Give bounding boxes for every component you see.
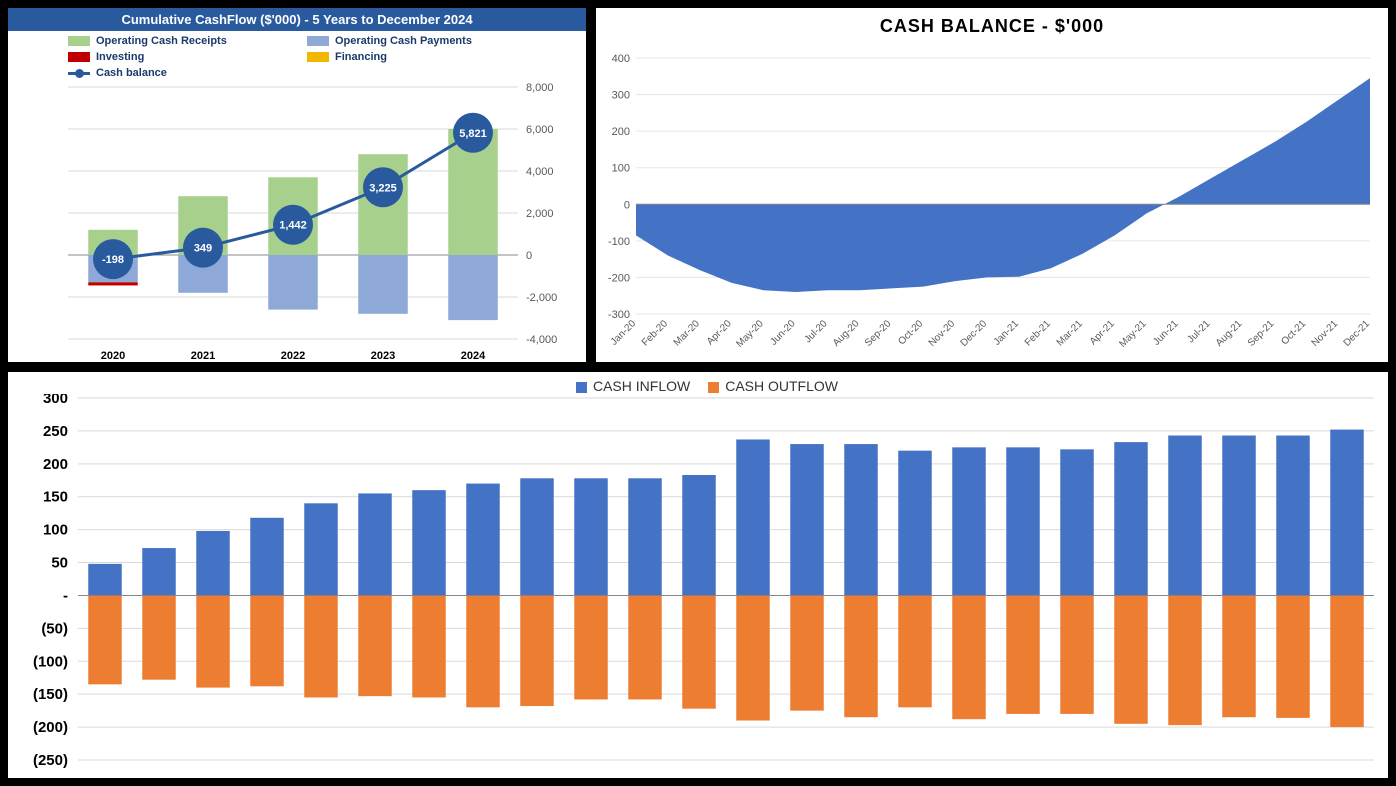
svg-text:349: 349 bbox=[194, 243, 212, 255]
svg-text:2021: 2021 bbox=[191, 350, 215, 362]
svg-text:(150): (150) bbox=[33, 686, 68, 703]
svg-text:Jul-21: Jul-21 bbox=[1186, 318, 1213, 345]
svg-text:Feb-21: Feb-21 bbox=[1023, 318, 1053, 348]
svg-text:100: 100 bbox=[43, 522, 68, 539]
svg-text:(100): (100) bbox=[33, 653, 68, 670]
cumulative-cashflow-chart: Cumulative CashFlow ($'000) - 5 Years to… bbox=[6, 6, 588, 364]
legend-swatch bbox=[576, 382, 587, 393]
legend-item: Financing bbox=[307, 51, 546, 63]
svg-text:0: 0 bbox=[526, 250, 532, 262]
svg-text:-198: -198 bbox=[102, 254, 124, 266]
svg-text:Jan-21: Jan-21 bbox=[992, 318, 1022, 348]
svg-text:Apr-20: Apr-20 bbox=[705, 318, 734, 347]
inflow-outflow-bar-chart: CASH INFLOW CASH OUTFLOW 300 250 200 150 100 5… bbox=[6, 370, 1390, 780]
chart3-plot: 300 250 200 150 100 50 - (50) (100) (150) (200) (25… bbox=[8, 394, 1388, 774]
svg-text:4,000: 4,000 bbox=[526, 166, 554, 178]
svg-text:400: 400 bbox=[612, 53, 630, 65]
svg-text:Jul-20: Jul-20 bbox=[803, 318, 830, 345]
svg-text:-200: -200 bbox=[608, 272, 630, 284]
svg-text:2024: 2024 bbox=[461, 350, 486, 362]
svg-text:Jan-20: Jan-20 bbox=[609, 318, 639, 348]
svg-text:3,225: 3,225 bbox=[369, 182, 397, 194]
svg-text:May-20: May-20 bbox=[734, 318, 766, 350]
svg-text:2023: 2023 bbox=[371, 350, 395, 362]
svg-text:CASH BALANCE - $'000: CASH BALANCE - $'000 bbox=[880, 16, 1104, 36]
svg-text:(200): (200) bbox=[33, 719, 68, 736]
svg-text:Mar-20: Mar-20 bbox=[672, 318, 702, 348]
svg-text:Jun-21: Jun-21 bbox=[1151, 318, 1181, 348]
svg-text:5,821: 5,821 bbox=[459, 128, 487, 140]
svg-text:Sep-21: Sep-21 bbox=[1246, 318, 1277, 349]
svg-text:(250): (250) bbox=[33, 752, 68, 769]
svg-text:Feb-20: Feb-20 bbox=[640, 318, 670, 348]
svg-text:-100: -100 bbox=[608, 236, 630, 248]
dashboard: Cumulative CashFlow ($'000) - 5 Years to… bbox=[0, 0, 1396, 786]
svg-text:250: 250 bbox=[43, 423, 68, 440]
svg-text:50: 50 bbox=[51, 555, 68, 572]
svg-text:6,000: 6,000 bbox=[526, 124, 554, 136]
legend-item: Operating Cash Payments bbox=[307, 35, 546, 47]
svg-text:-300: -300 bbox=[608, 309, 630, 321]
svg-text:2,000: 2,000 bbox=[526, 208, 554, 220]
legend-item: Operating Cash Receipts bbox=[68, 35, 307, 47]
svg-text:300: 300 bbox=[612, 90, 630, 102]
cash-balance-area-chart: CASH BALANCE - $'000 -300 -200 -100 0 100 200 3… bbox=[594, 6, 1390, 364]
svg-text:Oct-21: Oct-21 bbox=[1279, 318, 1308, 347]
svg-text:0: 0 bbox=[624, 199, 630, 211]
svg-text:Dec-21: Dec-21 bbox=[1342, 318, 1373, 349]
svg-text:May-21: May-21 bbox=[1117, 318, 1149, 350]
svg-text:1,442: 1,442 bbox=[279, 220, 307, 232]
svg-text:-4,000: -4,000 bbox=[526, 334, 557, 346]
svg-text:Aug-20: Aug-20 bbox=[831, 318, 862, 349]
chart2-plot: CASH BALANCE - $'000 -300 -200 -100 0 100 200 3… bbox=[596, 8, 1388, 362]
svg-text:Dec-20: Dec-20 bbox=[959, 318, 990, 349]
legend-label: CASH INFLOW bbox=[593, 378, 690, 394]
svg-text:100: 100 bbox=[612, 163, 630, 175]
svg-text:(50): (50) bbox=[41, 620, 68, 637]
svg-text:Mar-21: Mar-21 bbox=[1055, 318, 1085, 348]
svg-text:8,000: 8,000 bbox=[526, 82, 554, 94]
svg-text:2020: 2020 bbox=[101, 350, 125, 362]
svg-text:2022: 2022 bbox=[281, 350, 305, 362]
legend-item: Investing bbox=[68, 51, 307, 63]
svg-text:-: - bbox=[63, 587, 68, 604]
chart1-plot: -4,000 -2,000 0 2,000 4,000 6,000 8,000 2020 202… bbox=[8, 81, 586, 364]
svg-text:Nov-20: Nov-20 bbox=[927, 318, 958, 349]
svg-text:200: 200 bbox=[43, 456, 68, 473]
svg-text:Sep-20: Sep-20 bbox=[863, 318, 894, 349]
legend-swatch bbox=[708, 382, 719, 393]
chart3-legend: CASH INFLOW CASH OUTFLOW bbox=[8, 372, 1388, 394]
svg-text:Nov-21: Nov-21 bbox=[1310, 318, 1341, 349]
svg-text:Aug-21: Aug-21 bbox=[1214, 318, 1245, 349]
legend-item: Cash balance bbox=[68, 67, 307, 79]
svg-text:Apr-21: Apr-21 bbox=[1088, 318, 1117, 347]
svg-text:Jun-20: Jun-20 bbox=[768, 318, 798, 348]
svg-text:150: 150 bbox=[43, 489, 68, 506]
svg-text:-2,000: -2,000 bbox=[526, 292, 557, 304]
svg-text:300: 300 bbox=[43, 394, 68, 407]
legend-label: CASH OUTFLOW bbox=[725, 378, 838, 394]
chart1-legend: Operating Cash ReceiptsOperating Cash Pa… bbox=[8, 31, 586, 81]
svg-text:200: 200 bbox=[612, 126, 630, 138]
chart1-title: Cumulative CashFlow ($'000) - 5 Years to… bbox=[8, 8, 586, 31]
svg-text:Oct-20: Oct-20 bbox=[896, 318, 925, 347]
